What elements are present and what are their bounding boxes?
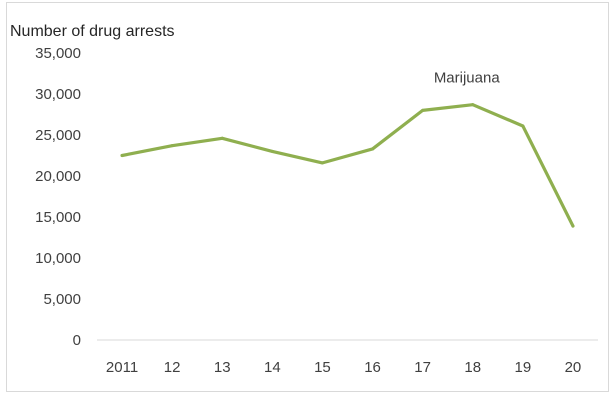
x-tick-label: 18	[464, 359, 481, 376]
x-tick-label: 12	[164, 359, 181, 376]
y-tick-label: 15,000	[35, 209, 81, 226]
x-tick-label: 14	[264, 359, 281, 376]
data-point	[371, 147, 375, 151]
y-tick-label: 0	[73, 332, 81, 349]
x-tick-labels: 2011 12 13 14 15 16 17 18 19 20	[106, 359, 581, 376]
data-point	[120, 154, 124, 157]
x-tick-label: 16	[364, 359, 381, 376]
y-tick-label: 30,000	[35, 86, 81, 103]
x-tick-label: 20	[565, 359, 582, 376]
data-point	[320, 161, 324, 165]
y-tick-label: 20,000	[35, 168, 81, 185]
y-tick-label: 25,000	[35, 127, 81, 144]
series-group: Marijuana	[120, 70, 575, 228]
x-tick-label: 2011	[106, 359, 138, 376]
y-axis-label: Number of drug arrests	[10, 23, 175, 40]
y-tick-labels: 0 5,000 10,000 15,000 20,000 25,000 30,000 35,0…	[35, 45, 81, 349]
series-line	[120, 103, 575, 228]
x-tick-label: 13	[214, 359, 231, 376]
data-point	[270, 149, 274, 153]
x-tick-label: 15	[314, 359, 331, 376]
data-point	[421, 108, 425, 112]
data-point	[471, 103, 475, 107]
y-tick-label: 10,000	[35, 250, 81, 267]
data-point	[220, 136, 224, 140]
series-label: Marijuana	[434, 70, 501, 87]
data-point	[571, 224, 575, 228]
y-tick-label: 35,000	[35, 45, 81, 62]
x-tick-label: 17	[414, 359, 431, 376]
data-point	[521, 124, 525, 128]
data-point	[170, 144, 174, 148]
x-tick-label: 19	[515, 359, 532, 376]
y-tick-label: 5,000	[43, 291, 81, 308]
chart-frame	[6, 2, 609, 392]
